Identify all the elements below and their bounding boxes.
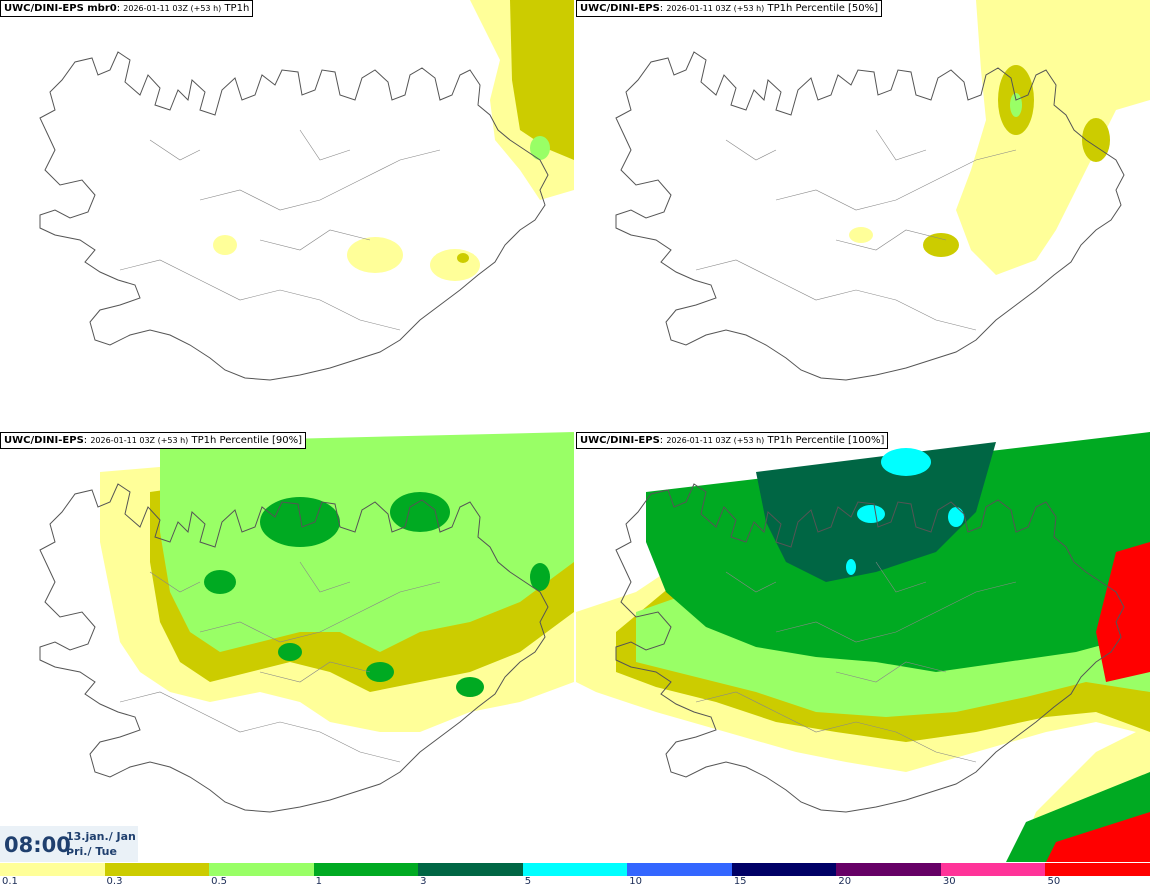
- colorbar-label: 5: [524, 876, 532, 887]
- colorbar-label: 1: [315, 876, 322, 887]
- precip-colorbar: [0, 863, 1150, 876]
- panel-title: UWC/DINI-EPS: 2026-01-11 03Z (+53 h) TP1…: [576, 0, 883, 17]
- valid-hour: 08:00: [4, 833, 71, 857]
- colorbar-label: 0.5: [211, 876, 227, 887]
- valid-date: 13.jan./ Jan Þri./ Tue: [66, 829, 136, 859]
- panel-title: UWC/DINI-EPS: 2026-01-11 03Z (+53 h) TP1…: [0, 432, 307, 449]
- precip-map: [39, 0, 574, 381]
- colorbar-label: 0.3: [106, 876, 123, 887]
- colorbar-segment: [209, 863, 314, 876]
- precip-map: [39, 432, 574, 813]
- colorbar-segment: [0, 863, 105, 876]
- colorbar-label: 10: [629, 876, 642, 887]
- colorbar-label: 30: [942, 876, 956, 887]
- colorbar-label: 50: [1047, 876, 1061, 887]
- colorbar-segment: [836, 863, 941, 876]
- precip-map: [615, 0, 1150, 381]
- map-panel-mbr0: UWC/DINI-EPS mbr0: 2026-01-11 03Z (+53 h…: [0, 0, 574, 430]
- colorbar-segment: [627, 863, 732, 876]
- map-panel-p100: UWC/DINI-EPS: 2026-01-11 03Z (+53 h) TP1…: [576, 432, 1150, 862]
- map-panel-p50: UWC/DINI-EPS: 2026-01-11 03Z (+53 h) TP1…: [576, 0, 1150, 430]
- colorbar-label: 0.1: [2, 876, 18, 887]
- colorbar-segment: [1045, 863, 1150, 876]
- colorbar-segment: [418, 863, 523, 876]
- colorbar-segment: [940, 863, 1046, 876]
- colorbar-segment: [104, 863, 210, 876]
- map-panel-p90: UWC/DINI-EPS: 2026-01-11 03Z (+53 h) TP1…: [0, 432, 574, 862]
- colorbar-labels: 0.1 0.3 0.5 1 3 5 10 15 20 30 50: [0, 876, 1150, 891]
- valid-time-box: 08:00 13.jan./ Jan Þri./ Tue: [0, 826, 138, 862]
- colorbar-segment: [731, 863, 837, 876]
- panel-title: UWC/DINI-EPS mbr0: 2026-01-11 03Z (+53 h…: [0, 0, 254, 17]
- colorbar-segment: [313, 863, 419, 876]
- colorbar-segment: [522, 863, 628, 876]
- colorbar-label: 15: [733, 876, 747, 887]
- valid-date-day: 13.jan./ Jan: [66, 830, 136, 843]
- colorbar-label: 20: [838, 876, 852, 887]
- colorbar-label: 3: [420, 876, 427, 887]
- valid-date-weekday: Þri./ Tue: [66, 845, 117, 858]
- panel-title: UWC/DINI-EPS: 2026-01-11 03Z (+53 h) TP1…: [576, 432, 889, 449]
- precip-map: [576, 432, 1150, 862]
